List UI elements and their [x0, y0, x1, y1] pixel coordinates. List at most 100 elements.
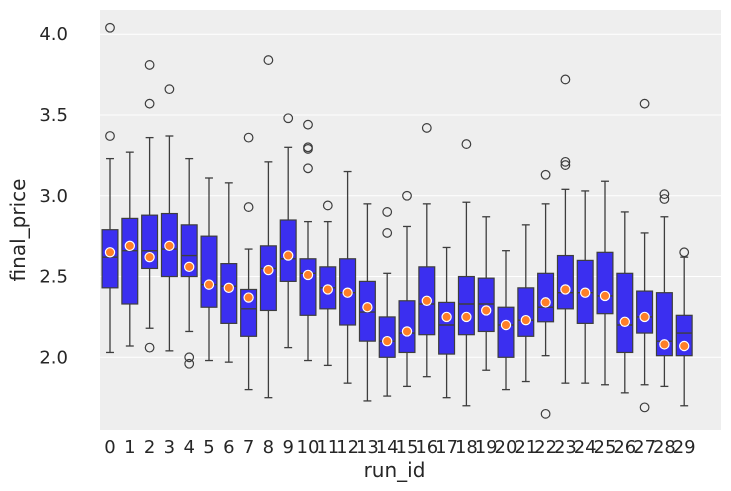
mean-marker	[599, 290, 611, 302]
box-group	[160, 84, 178, 352]
iqr-box	[457, 275, 475, 336]
outlier-point	[659, 194, 670, 204]
box-group	[398, 190, 416, 388]
outlier-point	[659, 189, 670, 200]
mean-marker	[520, 314, 532, 326]
mean-marker	[302, 269, 314, 281]
x-axis-ticks: 0 1 2 3 4 5 6 7 8 9 101112131415161718192021222324…	[104, 437, 695, 458]
outlier-point	[105, 131, 115, 141]
y-axis-label: final_price	[6, 179, 30, 282]
iqr-box	[200, 235, 218, 308]
box-group	[477, 216, 495, 371]
x-tick-label: 1	[124, 437, 135, 458]
mean-marker	[441, 311, 452, 323]
outlier-point	[560, 160, 571, 170]
box-group	[418, 123, 436, 378]
x-tick-label: 28	[653, 437, 676, 458]
mean-marker	[401, 326, 413, 337]
box-group	[299, 119, 317, 362]
mean-marker	[322, 284, 333, 295]
box-group	[457, 139, 475, 407]
iqr-box	[616, 272, 634, 354]
box-group	[497, 250, 515, 391]
outlier-point	[303, 119, 313, 130]
box-group	[101, 22, 119, 354]
outlier-point	[382, 228, 393, 238]
outlier-point	[105, 22, 115, 33]
box-group	[141, 60, 159, 353]
iqr-box	[517, 287, 535, 337]
mean-marker	[382, 335, 393, 347]
mean-marker	[659, 339, 670, 350]
y-tick-label: 4.0	[39, 24, 68, 45]
mean-marker	[540, 297, 551, 308]
outlier-point	[382, 207, 393, 217]
x-tick-label: 2	[144, 437, 155, 458]
mean-marker	[421, 295, 432, 306]
box-group	[675, 247, 693, 407]
outlier-point	[263, 55, 274, 65]
outlier-point	[184, 358, 195, 369]
x-tick-label: 20	[495, 437, 518, 458]
x-tick-label: 3	[164, 437, 175, 458]
box-group	[378, 207, 396, 397]
box-group	[655, 189, 673, 388]
box-group	[636, 98, 654, 413]
box-group	[596, 180, 614, 386]
iqr-box	[101, 229, 119, 289]
iqr-box	[477, 277, 495, 333]
iqr-box	[220, 263, 238, 324]
box-group	[319, 200, 337, 367]
outlier-point	[164, 84, 175, 95]
iqr-box	[497, 306, 515, 358]
x-tick-label: 24	[574, 437, 597, 458]
iqr-box	[240, 288, 258, 337]
x-tick-label: 6	[223, 437, 234, 458]
x-tick-label: 14	[376, 437, 399, 458]
iqr-box	[121, 217, 139, 305]
box-group	[240, 132, 258, 391]
mean-marker	[223, 282, 234, 294]
box-group	[616, 211, 634, 394]
x-tick-label: 29	[673, 437, 696, 458]
x-tick-label: 0	[104, 437, 115, 458]
x-tick-label: 13	[356, 437, 379, 458]
y-tick-label: 3.0	[39, 186, 68, 207]
mean-marker	[164, 240, 175, 252]
x-tick-label: 12	[336, 437, 359, 458]
outlier-point	[402, 190, 412, 201]
y-axis-ticks: 2.0 2.5 3.0 3.5 4.0	[39, 24, 68, 368]
x-tick-label: 21	[514, 437, 537, 458]
y-tick-label: 2.5	[39, 267, 68, 288]
box-group	[537, 169, 555, 419]
iqr-box	[655, 292, 673, 357]
outlier-point	[461, 139, 472, 149]
mean-marker	[243, 292, 254, 303]
iqr-box	[556, 254, 574, 310]
outlier-point	[243, 202, 254, 212]
x-tick-label: 8	[263, 437, 274, 458]
boxes-layer	[101, 22, 693, 419]
outlier-point	[560, 74, 571, 85]
outlier-point	[679, 247, 690, 258]
mean-marker	[263, 264, 274, 276]
x-tick-label: 18	[455, 437, 478, 458]
box-group	[279, 113, 297, 349]
outlier-point	[421, 123, 432, 133]
box-group	[180, 157, 198, 369]
mean-marker	[183, 261, 195, 273]
outlier-point	[540, 169, 551, 180]
x-tick-label: 5	[203, 437, 214, 458]
x-tick-label: 19	[475, 437, 498, 458]
outlier-point	[639, 98, 650, 109]
y-tick-label: 3.5	[39, 105, 68, 126]
box-group	[576, 190, 594, 384]
mean-marker	[560, 284, 571, 295]
x-tick-label: 16	[415, 437, 438, 458]
outlier-point	[144, 98, 155, 109]
outlier-point	[184, 352, 195, 363]
outlier-point	[540, 408, 551, 419]
outlier-point	[144, 342, 155, 353]
box-group	[200, 177, 218, 362]
